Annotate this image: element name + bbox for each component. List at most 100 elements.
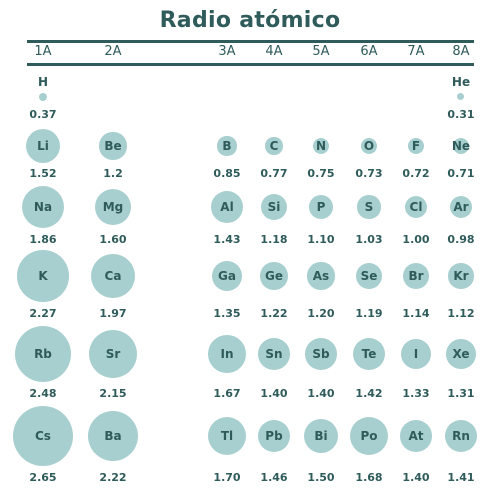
page-title: Radio atómico — [159, 8, 341, 33]
element-circle-ar: Ar — [449, 195, 473, 219]
element-circle-cs: Cs — [13, 406, 73, 466]
element-radius-kr: 1.12 — [447, 307, 475, 320]
element-radius-tl: 1.70 — [213, 471, 241, 484]
element-radius-f: 0.72 — [402, 167, 430, 180]
element-symbol-i: I — [413, 346, 419, 361]
element-circle-ba: Ba — [87, 410, 139, 462]
element-circle-sn: Sn — [258, 338, 290, 370]
element-circle-sb: Sb — [305, 338, 337, 370]
element-radius-i: 1.33 — [402, 387, 430, 400]
element-symbol-bi: Bi — [314, 428, 328, 443]
element-circle-si: Si — [260, 193, 288, 221]
element-symbol-b: B — [222, 138, 232, 153]
element-symbol-o: O — [363, 138, 375, 153]
element-symbol-k: K — [38, 268, 48, 283]
element-symbol-xe: Xe — [452, 346, 470, 361]
element-symbol-mg: Mg — [102, 199, 124, 214]
element-symbol-at: At — [408, 428, 424, 443]
element-symbol-he: He — [451, 75, 471, 89]
element-radius-ba: 2.22 — [99, 471, 127, 484]
element-radius-mg: 1.60 — [99, 233, 127, 246]
element-radius-k: 2.27 — [29, 307, 57, 320]
element-symbol-f: F — [411, 138, 421, 153]
element-circle-po: Po — [350, 417, 388, 455]
element-radius-c: 0.77 — [260, 167, 288, 180]
element-symbol-ar: Ar — [453, 199, 469, 214]
element-symbol-sb: Sb — [312, 346, 330, 361]
element-radius-xe: 1.31 — [447, 387, 475, 400]
element-circle-rb: Rb — [14, 325, 72, 383]
element-circle-f: F — [407, 137, 425, 155]
element-radius-h: 0.37 — [29, 108, 57, 121]
element-symbol-ge: Ge — [264, 268, 283, 283]
element-symbol-sr: Sr — [105, 346, 121, 361]
element-radius-sn: 1.40 — [260, 387, 288, 400]
element-symbol-na: Na — [33, 199, 53, 214]
group-label-7a: 7A — [407, 44, 425, 59]
element-radius-b: 0.85 — [213, 167, 241, 180]
element-circle-s: S — [357, 195, 381, 219]
element-radius-pb: 1.46 — [260, 471, 288, 484]
element-symbol-ne: Ne — [451, 138, 471, 153]
element-radius-o: 0.73 — [355, 167, 383, 180]
element-circle-as: As — [307, 262, 335, 290]
element-symbol-li: Li — [37, 138, 49, 153]
element-circle-h — [38, 92, 48, 102]
element-circle-li: Li — [25, 128, 61, 164]
element-radius-at: 1.40 — [402, 471, 430, 484]
element-symbol-cl: Cl — [409, 199, 423, 214]
element-symbol-ga: Ga — [218, 268, 236, 283]
element-symbol-h: H — [37, 75, 49, 89]
element-circle-tl: Tl — [207, 416, 247, 456]
group-label-6a: 6A — [360, 44, 378, 59]
element-radius-ne: 0.71 — [447, 167, 475, 180]
element-circle-c: C — [265, 137, 283, 155]
group-label-8a: 8A — [452, 44, 470, 59]
group-label-5a: 5A — [312, 44, 330, 59]
element-symbol-in: In — [220, 346, 234, 361]
element-symbol-ba: Ba — [104, 428, 122, 443]
element-circle-mg: Mg — [94, 188, 132, 226]
element-symbol-po: Po — [360, 428, 378, 443]
group-label-3a: 3A — [218, 44, 236, 59]
element-circle-te: Te — [352, 337, 386, 371]
element-radius-te: 1.42 — [355, 387, 383, 400]
element-circle-se: Se — [355, 262, 383, 290]
element-symbol-kr: Kr — [453, 268, 469, 283]
element-circle-br: Br — [403, 263, 429, 289]
element-circle-at: At — [400, 420, 432, 452]
element-radius-ar: 0.98 — [447, 233, 475, 246]
group-label-1a: 1A — [34, 44, 52, 59]
element-radius-rn: 1.41 — [447, 471, 475, 484]
element-circle-al: Al — [210, 190, 244, 224]
element-symbol-c: C — [269, 138, 279, 153]
element-radius-cl: 1.00 — [402, 233, 430, 246]
element-symbol-tl: Tl — [220, 428, 234, 443]
element-radius-be: 1.2 — [103, 167, 123, 180]
element-radius-rb: 2.48 — [29, 387, 57, 400]
element-symbol-n: N — [315, 138, 326, 153]
element-circle-bi: Bi — [304, 419, 338, 453]
element-symbol-ca: Ca — [104, 268, 122, 283]
element-radius-br: 1.14 — [402, 307, 430, 320]
element-radius-as: 1.20 — [307, 307, 335, 320]
element-radius-ca: 1.97 — [99, 307, 127, 320]
element-circle-sr: Sr — [88, 329, 138, 379]
element-radius-s: 1.03 — [355, 233, 383, 246]
element-circle-in: In — [208, 335, 246, 373]
element-radius-p: 1.10 — [307, 233, 335, 246]
element-symbol-te: Te — [361, 346, 377, 361]
element-circle-be: Be — [99, 132, 127, 160]
element-circle-na: Na — [21, 185, 64, 228]
element-symbol-si: Si — [267, 199, 281, 214]
element-radius-bi: 1.50 — [307, 471, 335, 484]
element-radius-al: 1.43 — [213, 233, 241, 246]
element-radius-ga: 1.35 — [213, 307, 241, 320]
element-radius-po: 1.68 — [355, 471, 383, 484]
element-circle-i: I — [400, 338, 432, 370]
element-radius-in: 1.67 — [213, 387, 241, 400]
element-radius-na: 1.86 — [29, 233, 57, 246]
element-circle-ne: Ne — [451, 137, 471, 154]
element-radius-si: 1.18 — [260, 233, 288, 246]
element-symbol-rn: Rn — [452, 428, 470, 443]
